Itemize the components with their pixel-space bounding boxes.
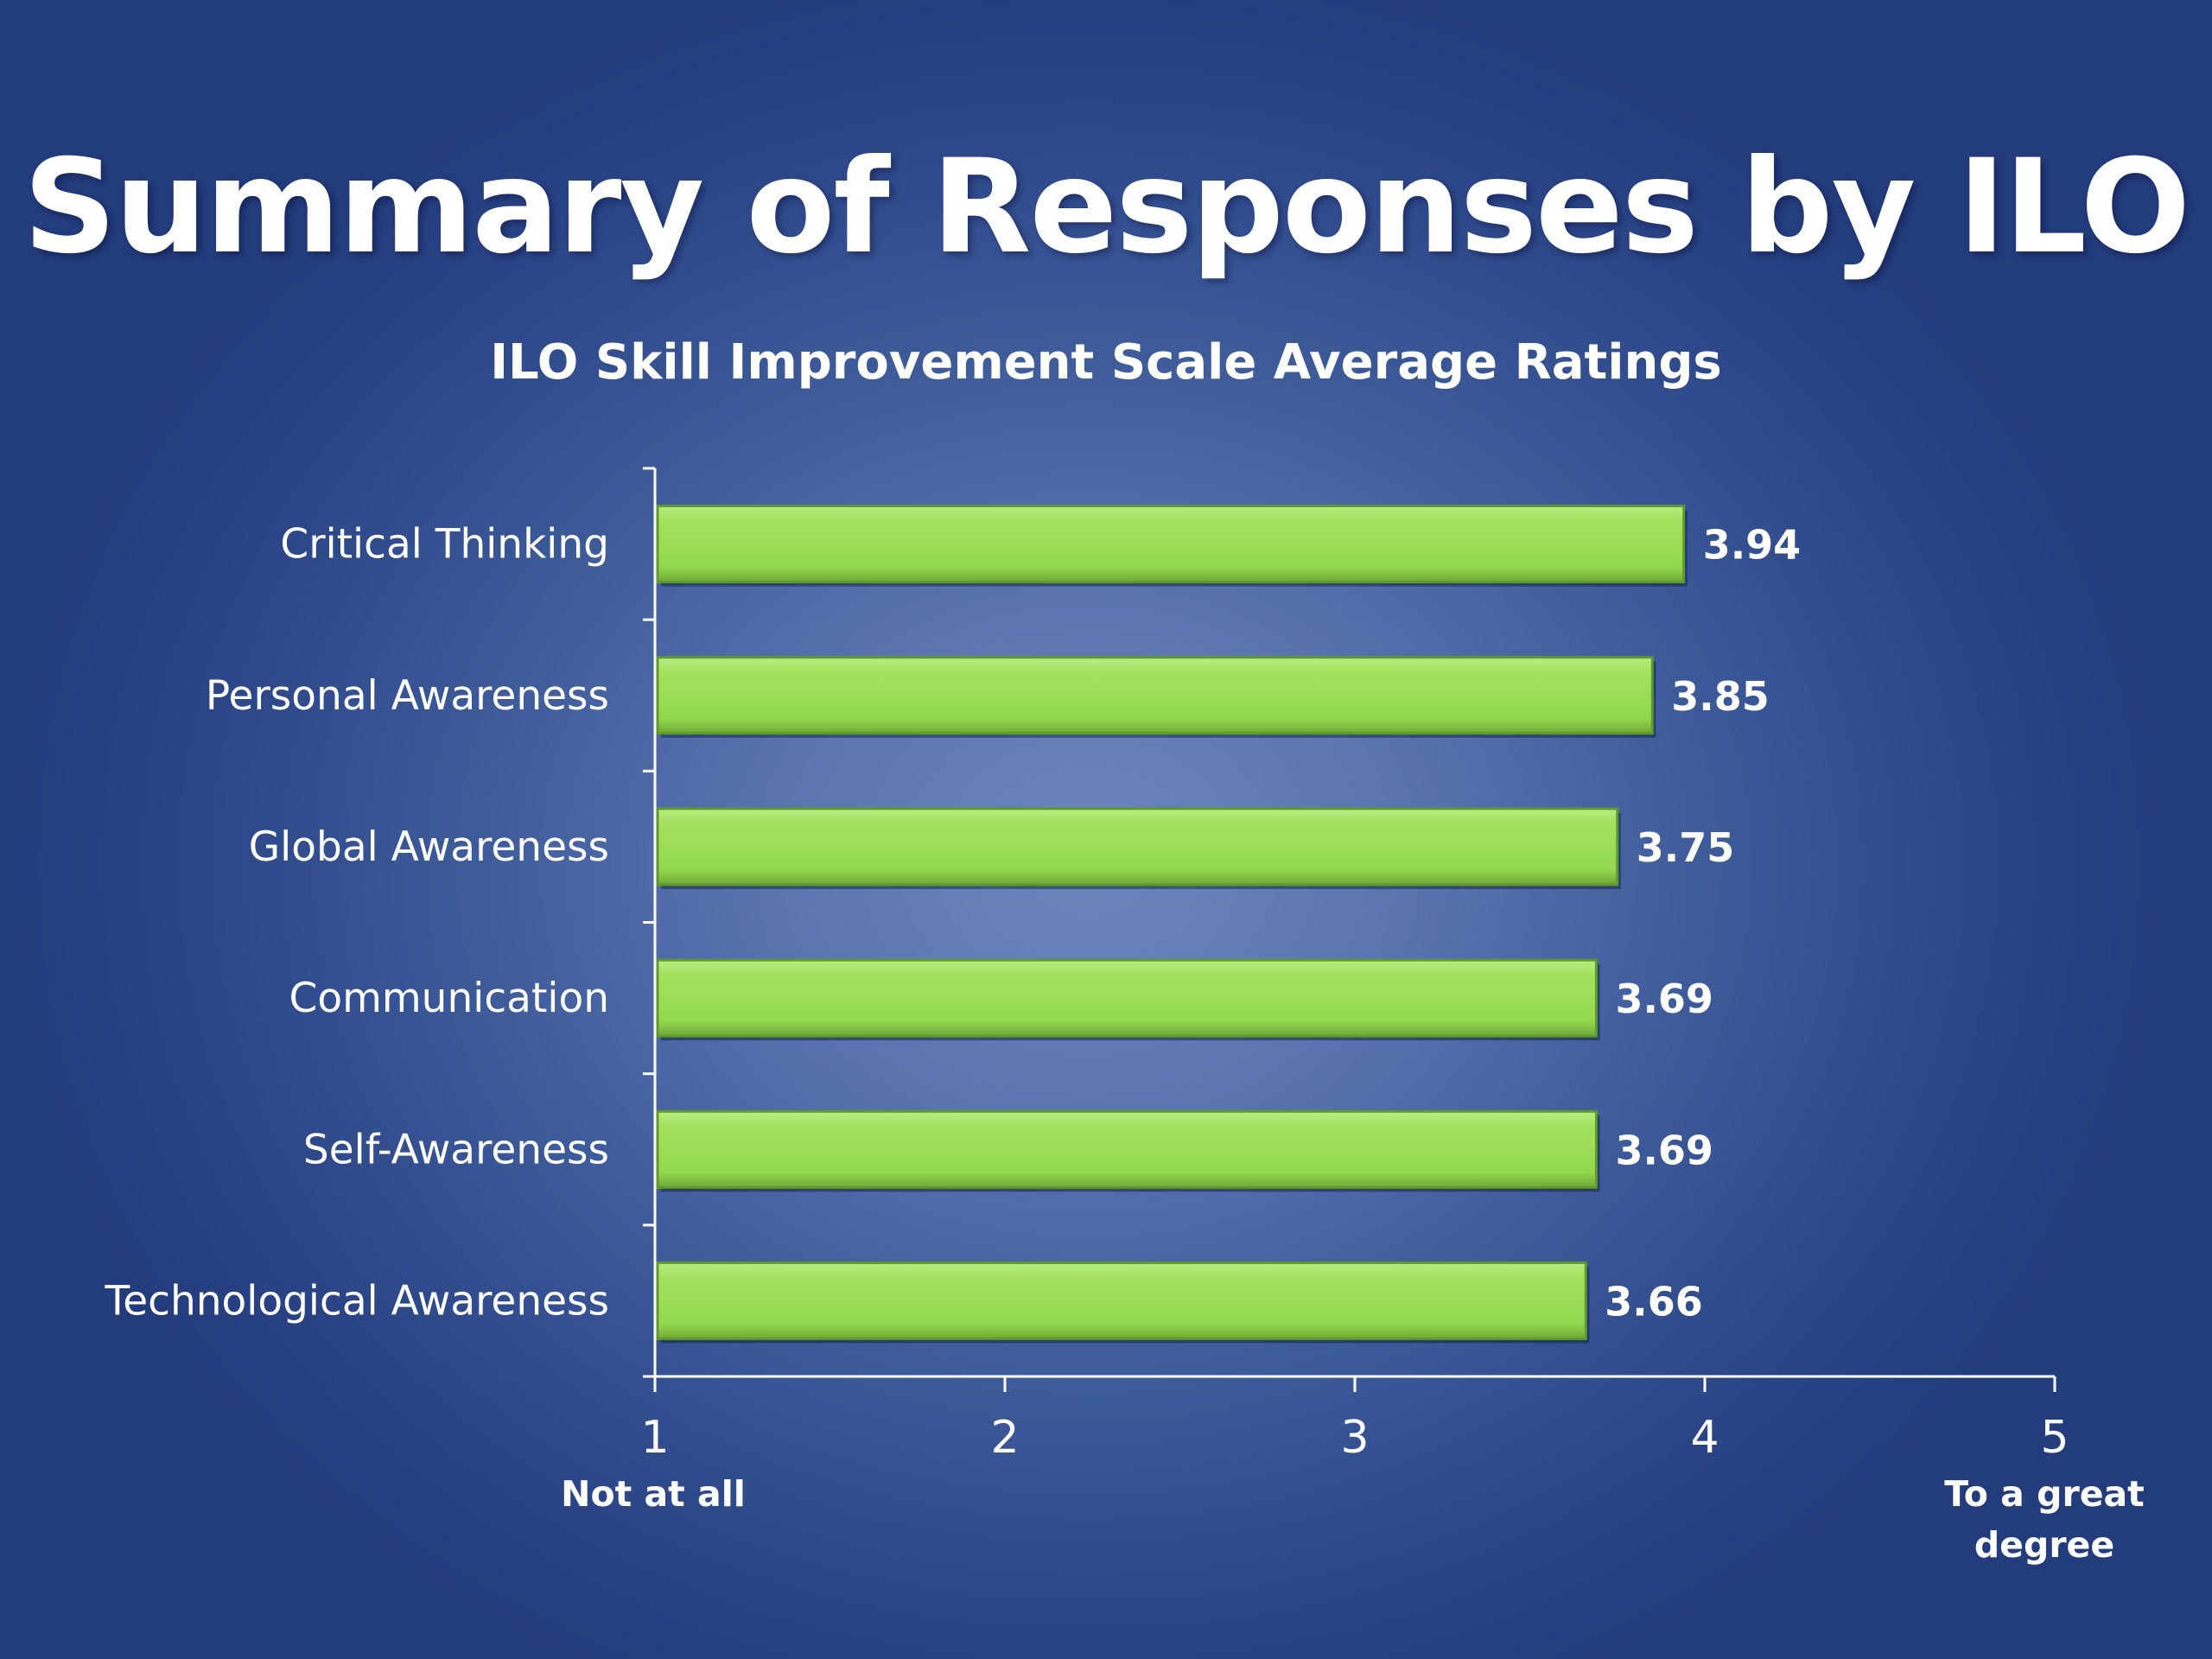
chart-title: ILO Skill Improvement Scale Average Rati…: [490, 334, 1722, 391]
x-tick-label: 3: [1340, 1412, 1369, 1464]
data-label: 3.94: [1703, 522, 1802, 569]
x-axis-note-high-line2: degree: [1974, 1524, 2114, 1566]
axes-layer: [643, 467, 2056, 1392]
x-axis-note-high-line1: To a great: [1944, 1473, 2145, 1515]
data-label: 3.69: [1615, 1127, 1713, 1173]
data-label: 3.69: [1615, 976, 1713, 1022]
data-label: 3.75: [1637, 824, 1735, 871]
x-tick-label: 1: [640, 1412, 669, 1464]
category-label: Personal Awareness: [206, 672, 609, 720]
x-tick-label: 4: [1690, 1412, 1719, 1464]
category-label: Global Awareness: [249, 823, 609, 871]
data-label: 3.66: [1605, 1278, 1703, 1325]
bar: [656, 1261, 1587, 1340]
category-label: Critical Thinking: [280, 521, 609, 569]
bar: [656, 656, 1654, 735]
category-label: Technological Awareness: [104, 1277, 609, 1325]
category-label: Communication: [289, 975, 609, 1022]
data-label: 3.85: [1671, 673, 1770, 720]
labels-layer: Critical Thinking 3.94 Personal Awareness 3…: [104, 521, 2144, 1566]
category-label: Self-Awareness: [303, 1126, 609, 1173]
bar: [656, 807, 1619, 887]
x-tick-label: 2: [990, 1412, 1019, 1464]
bars-layer: [656, 505, 1688, 1344]
bar: [656, 958, 1598, 1038]
bar: [656, 505, 1686, 584]
bar: [656, 1109, 1598, 1189]
slide-title: Summary of Responses by ILO: [22, 132, 2190, 283]
x-axis-note-low: Not at all: [561, 1473, 746, 1515]
x-tick-label: 5: [2040, 1412, 2069, 1464]
